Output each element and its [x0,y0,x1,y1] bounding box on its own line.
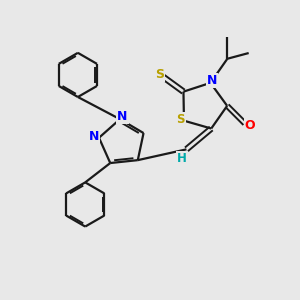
Text: H: H [177,152,187,165]
Text: S: S [155,68,164,81]
Text: N: N [117,110,128,123]
Text: N: N [207,74,217,87]
Text: N: N [88,130,99,143]
Text: S: S [176,113,185,126]
Text: O: O [245,118,256,131]
